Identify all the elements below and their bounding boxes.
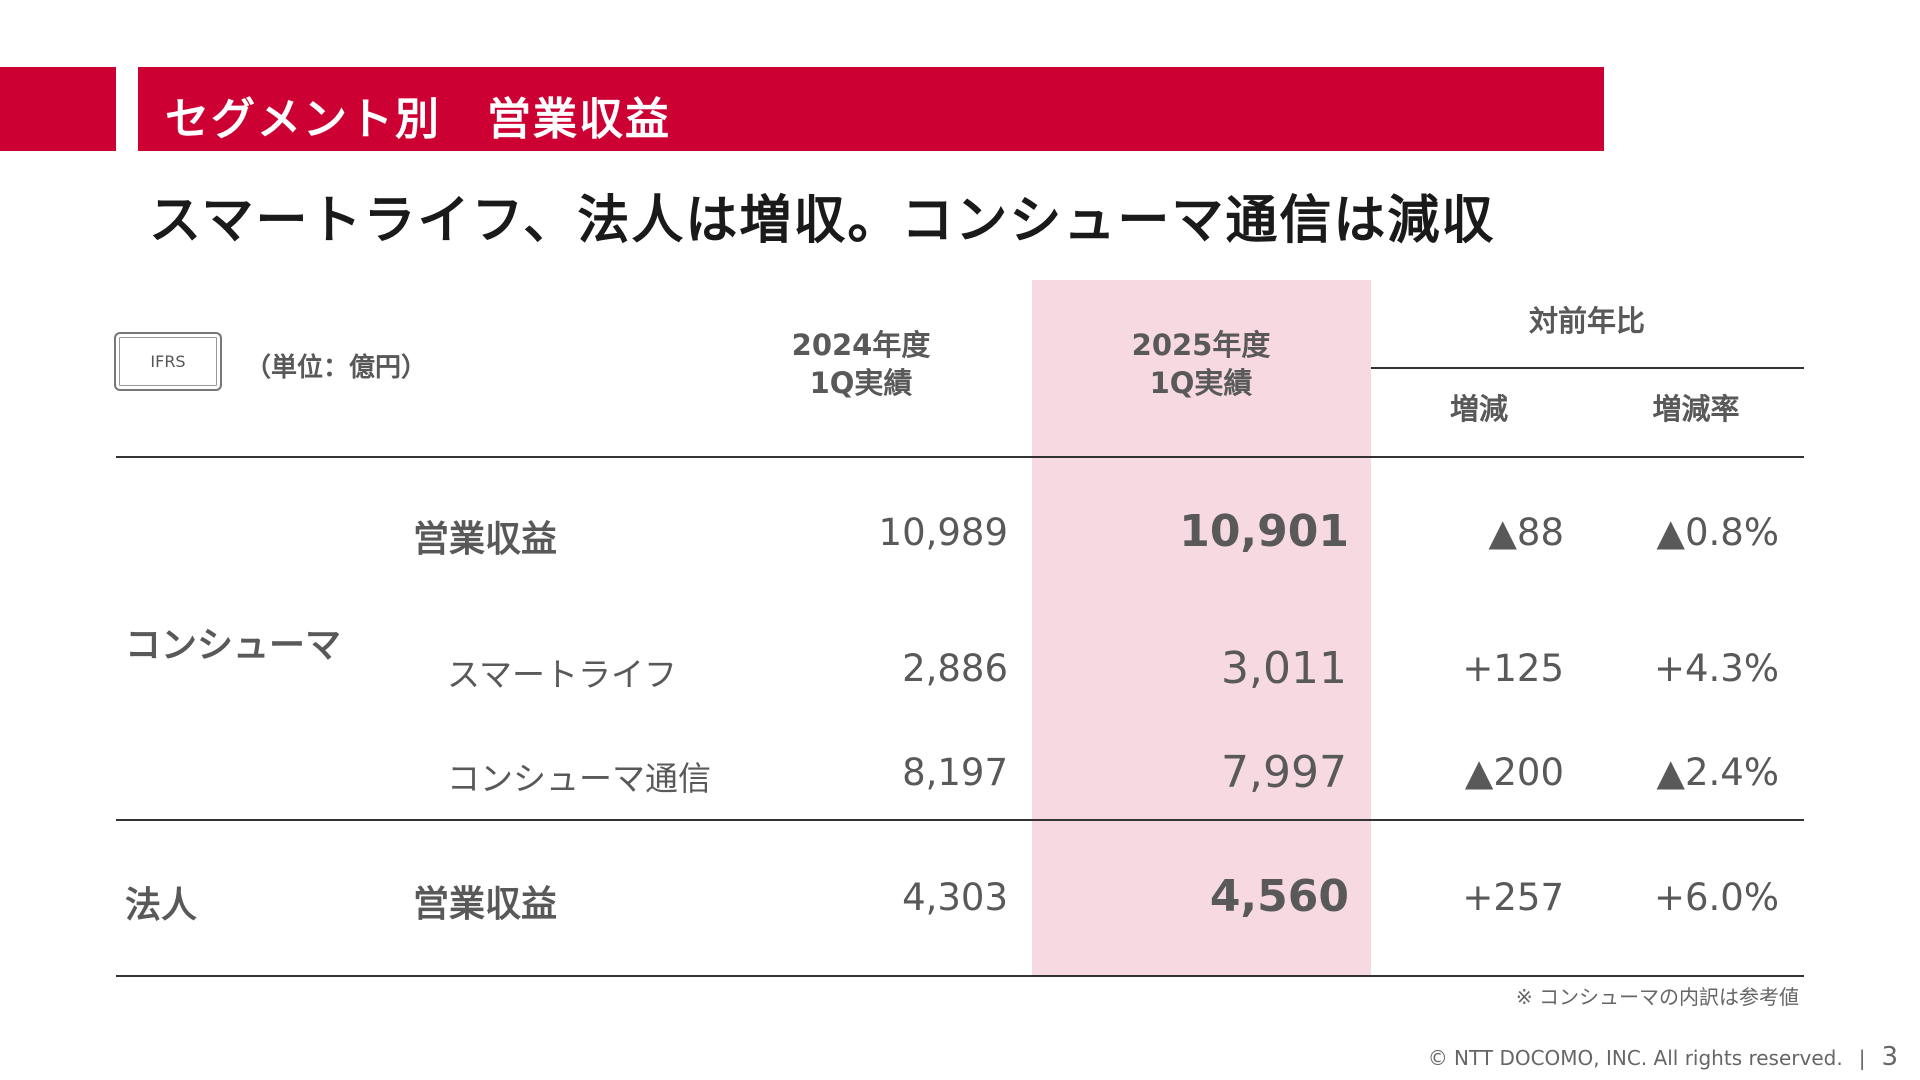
col-header-2024-year: 2024年度 bbox=[791, 328, 931, 362]
ifrs-badge: IFRS bbox=[114, 332, 222, 391]
footer-separator: | bbox=[1858, 1046, 1866, 1070]
page-number: 3 bbox=[1881, 1042, 1898, 1072]
value-change: ▲200 bbox=[1464, 751, 1564, 794]
value-2025: 7,997 bbox=[1221, 747, 1347, 798]
divider bbox=[116, 819, 1804, 821]
value-change: ▲88 bbox=[1488, 511, 1564, 554]
col-header-change-rate: 増減率 bbox=[1652, 392, 1740, 426]
value-2025: 3,011 bbox=[1221, 643, 1347, 694]
value-rate: +6.0% bbox=[1653, 876, 1779, 919]
header-accent-block bbox=[0, 67, 116, 151]
page-title: セグメント別 営業収益 bbox=[165, 94, 671, 145]
divider bbox=[116, 456, 1804, 458]
footnote: ※ コンシューマの内訳は参考値 bbox=[1515, 985, 1799, 1009]
col-header-yoy: 対前年比 bbox=[1528, 304, 1646, 338]
value-2024: 2,886 bbox=[902, 647, 1008, 690]
value-change: +125 bbox=[1462, 647, 1564, 690]
segment-enterprise: 法人 bbox=[125, 885, 198, 926]
value-rate: ▲2.4% bbox=[1656, 751, 1779, 794]
value-2024: 10,989 bbox=[878, 511, 1008, 554]
col-header-change: 増減 bbox=[1449, 392, 1509, 426]
value-2024: 8,197 bbox=[902, 751, 1008, 794]
header-bar bbox=[138, 67, 1604, 151]
value-2025: 10,901 bbox=[1179, 506, 1349, 557]
value-rate: +4.3% bbox=[1653, 647, 1779, 690]
col-header-2025-year: 2025年度 bbox=[1131, 328, 1271, 362]
col-header-2024-period: 1Q実績 bbox=[809, 366, 913, 400]
value-2025: 4,560 bbox=[1209, 871, 1349, 922]
unit-label: （単位：億円） bbox=[245, 353, 428, 383]
divider bbox=[116, 975, 1804, 977]
value-2024: 4,303 bbox=[902, 876, 1008, 919]
row-label: 営業収益 bbox=[413, 519, 558, 560]
value-rate: ▲0.8% bbox=[1656, 511, 1779, 554]
row-label: スマートライフ bbox=[447, 655, 678, 694]
footer: © NTT DOCOMO, INC. All rights reserved. … bbox=[1428, 1042, 1898, 1072]
segment-consumer: コンシューマ bbox=[125, 625, 342, 666]
copyright: © NTT DOCOMO, INC. All rights reserved. bbox=[1427, 1046, 1843, 1070]
col-header-2025: 2025年度 1Q実績 bbox=[1132, 326, 1271, 402]
highlight-column-2025 bbox=[1032, 280, 1371, 976]
row-label: 営業収益 bbox=[413, 884, 558, 925]
value-change: +257 bbox=[1462, 876, 1564, 919]
row-label: コンシューマ通信 bbox=[447, 759, 711, 798]
col-header-2024: 2024年度 1Q実績 bbox=[792, 326, 931, 402]
col-header-2025-period: 1Q実績 bbox=[1149, 366, 1253, 400]
page-subtitle: スマートライフ、法人は増収。コンシューマ通信は減収 bbox=[149, 191, 1496, 251]
divider bbox=[1371, 367, 1804, 369]
